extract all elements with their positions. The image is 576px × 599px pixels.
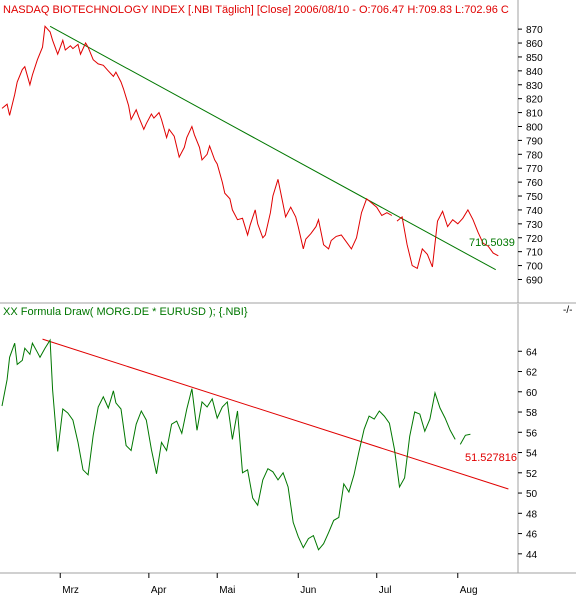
price-y-axis: 690 700 710 720 730 740 750 760 770 780 790 800 810 8… — [518, 25, 543, 286]
y-tick-label: 48 — [526, 509, 538, 520]
x-axis: Mrz Apr Mai Jun Jul Aug — [0, 572, 576, 596]
price-series-line — [396, 208, 499, 270]
y-tick-label: 860 — [526, 39, 543, 50]
y-tick-label: 54 — [526, 449, 538, 460]
y-tick-label: 750 — [526, 192, 543, 203]
y-tick-label: 780 — [526, 150, 543, 161]
y-tick-label: 60 — [526, 388, 538, 399]
y-tick-label: 840 — [526, 67, 543, 78]
y-tick-label: 800 — [526, 122, 543, 133]
y-tick-label: 850 — [526, 53, 543, 64]
y-tick-label: 52 — [526, 469, 538, 480]
y-tick-label: 790 — [526, 136, 543, 147]
formula-panel[interactable]: 44 46 48 50 52 54 56 58 60 62 64 XX Formula Draw( … — [1, 304, 572, 573]
x-tick-label: Mai — [219, 585, 235, 596]
y-tick-label: 810 — [526, 109, 543, 120]
y-tick-label: 44 — [526, 550, 538, 561]
y-tick-label: 700 — [526, 262, 543, 273]
y-tick-label: 730 — [526, 220, 543, 231]
x-tick-label: Mrz — [62, 585, 79, 596]
y-tick-label: 740 — [526, 206, 543, 217]
y-tick-label: 820 — [526, 95, 543, 106]
y-tick-label: 58 — [526, 408, 538, 419]
x-tick-label: Apr — [151, 585, 167, 596]
price-panel[interactable]: 690 700 710 720 730 740 750 760 770 780 790 800 810 8… — [0, 0, 543, 303]
formula-series-line — [459, 433, 471, 445]
y-tick-label: 50 — [526, 489, 538, 500]
formula-y-axis: 44 46 48 50 52 54 56 58 60 62 64 — [518, 347, 538, 561]
y-tick-label: 62 — [526, 368, 538, 379]
price-chart-title: NASDAQ BIOTECHNOLOGY INDEX [.NBI Täglich… — [3, 4, 509, 16]
y-tick-label: 46 — [526, 530, 538, 541]
y-tick-label: 710 — [526, 248, 543, 259]
x-tick-label: Jun — [300, 585, 316, 596]
x-tick-label: Aug — [460, 585, 478, 596]
y-tick-label: 770 — [526, 164, 543, 175]
trendline-value-label: 51.527816 — [465, 452, 517, 464]
trendline[interactable] — [49, 25, 496, 271]
price-series-line — [1, 25, 393, 250]
corner-mark: -/- — [563, 305, 572, 316]
formula-chart-title: XX Formula Draw( MORG.DE * EURUSD ); {.N… — [3, 306, 248, 318]
y-tick-label: 760 — [526, 178, 543, 189]
formula-series-line — [1, 338, 456, 551]
y-tick-label: 720 — [526, 234, 543, 245]
y-tick-label: 56 — [526, 428, 538, 439]
x-tick-label: Jul — [379, 585, 392, 596]
y-tick-label: 830 — [526, 81, 543, 92]
y-tick-label: 690 — [526, 275, 543, 286]
y-tick-label: 64 — [526, 347, 538, 358]
trendline[interactable] — [42, 338, 509, 490]
trendline-value-label: 710.5039 — [469, 237, 515, 249]
y-tick-label: 870 — [526, 25, 543, 36]
